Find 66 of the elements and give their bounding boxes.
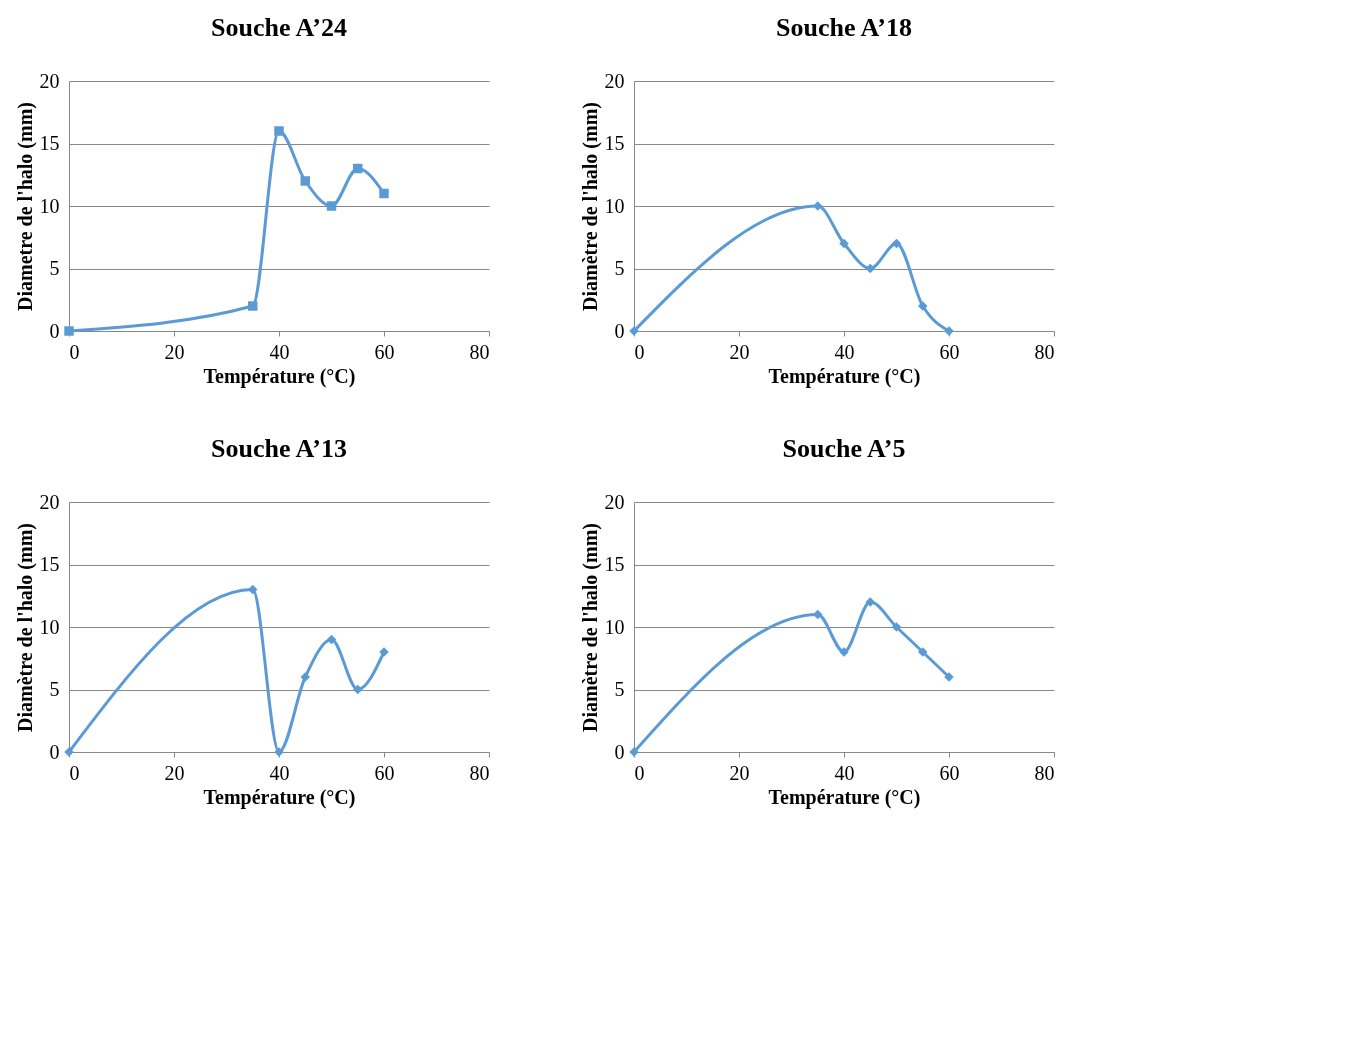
y-tick-label: 20 bbox=[604, 490, 625, 513]
y-tick-label: 15 bbox=[604, 132, 625, 154]
x-axis-title: Température (°C) bbox=[768, 364, 921, 388]
x-tick-label: 60 bbox=[939, 761, 960, 784]
point bbox=[353, 684, 363, 695]
y-tick-label: 5 bbox=[49, 257, 60, 279]
y-axis-title: Diametre de l'halo (mm) bbox=[13, 101, 37, 312]
x-tick-label: 40 bbox=[269, 761, 290, 784]
y-axis-title: Diamètre de l'halo (mm) bbox=[578, 522, 602, 733]
y-tick-label: 0 bbox=[49, 319, 60, 342]
y-tick-label: 15 bbox=[39, 132, 60, 154]
y-tick-label: 20 bbox=[39, 490, 60, 513]
y-tick-label: 10 bbox=[604, 615, 625, 638]
x-tick-label: 20 bbox=[729, 340, 750, 363]
x-axis-title: Température (°C) bbox=[768, 785, 921, 809]
point bbox=[300, 176, 310, 186]
point bbox=[379, 188, 389, 199]
x-tick-label: 20 bbox=[164, 761, 185, 784]
point bbox=[326, 201, 337, 211]
y-tick-label: 5 bbox=[49, 678, 60, 700]
x-tick-label: 0 bbox=[634, 761, 645, 784]
y-tick-label: 10 bbox=[604, 194, 625, 217]
x-tick-label: 80 bbox=[469, 340, 490, 363]
y-axis-title: Diamètre de l'halo (mm) bbox=[578, 101, 602, 312]
x-tick-label: 40 bbox=[834, 761, 855, 784]
y-tick-label: 0 bbox=[614, 319, 625, 342]
y-tick-label: 5 bbox=[614, 257, 625, 279]
point bbox=[839, 238, 849, 249]
point bbox=[891, 622, 902, 632]
x-tick-label: 80 bbox=[1034, 340, 1055, 363]
y-tick-label: 15 bbox=[39, 553, 60, 575]
x-tick-label: 0 bbox=[69, 340, 80, 363]
x-tick-label: 60 bbox=[374, 761, 395, 784]
y-tick-label: 15 bbox=[604, 553, 625, 575]
y-tick-label: 20 bbox=[604, 69, 625, 92]
x-tick-label: 60 bbox=[374, 340, 395, 363]
x-tick-label: 40 bbox=[834, 340, 855, 363]
x-tick-label: 60 bbox=[939, 340, 960, 363]
y-tick-label: 0 bbox=[49, 740, 60, 763]
chart-title: Souche A’24 bbox=[210, 13, 348, 42]
y-tick-label: 20 bbox=[39, 69, 60, 92]
chart-title: Souche A’5 bbox=[782, 434, 906, 463]
point bbox=[353, 163, 363, 174]
x-tick-label: 80 bbox=[469, 761, 490, 784]
chart-title: Souche A’18 bbox=[775, 13, 913, 42]
chart-title: Souche A’13 bbox=[210, 434, 348, 463]
x-axis-title: Température (°C) bbox=[203, 785, 356, 809]
y-tick-label: 10 bbox=[39, 194, 60, 217]
y-tick-label: 5 bbox=[614, 678, 625, 700]
x-axis-title: Température (°C) bbox=[203, 364, 356, 388]
point bbox=[248, 301, 258, 311]
x-tick-label: 0 bbox=[69, 761, 80, 784]
point bbox=[248, 584, 258, 595]
y-axis-title: Diamètre de l'halo (mm) bbox=[13, 522, 37, 733]
point bbox=[813, 609, 823, 620]
x-tick-label: 40 bbox=[269, 340, 290, 363]
point bbox=[326, 634, 337, 645]
x-tick-label: 20 bbox=[729, 761, 750, 784]
point bbox=[865, 263, 875, 274]
y-tick-label: 0 bbox=[614, 740, 625, 763]
x-tick-label: 80 bbox=[1034, 761, 1055, 784]
point bbox=[891, 238, 902, 249]
x-tick-label: 0 bbox=[634, 340, 645, 363]
x-tick-label: 20 bbox=[164, 340, 185, 363]
y-tick-label: 10 bbox=[39, 615, 60, 638]
point bbox=[274, 126, 284, 136]
